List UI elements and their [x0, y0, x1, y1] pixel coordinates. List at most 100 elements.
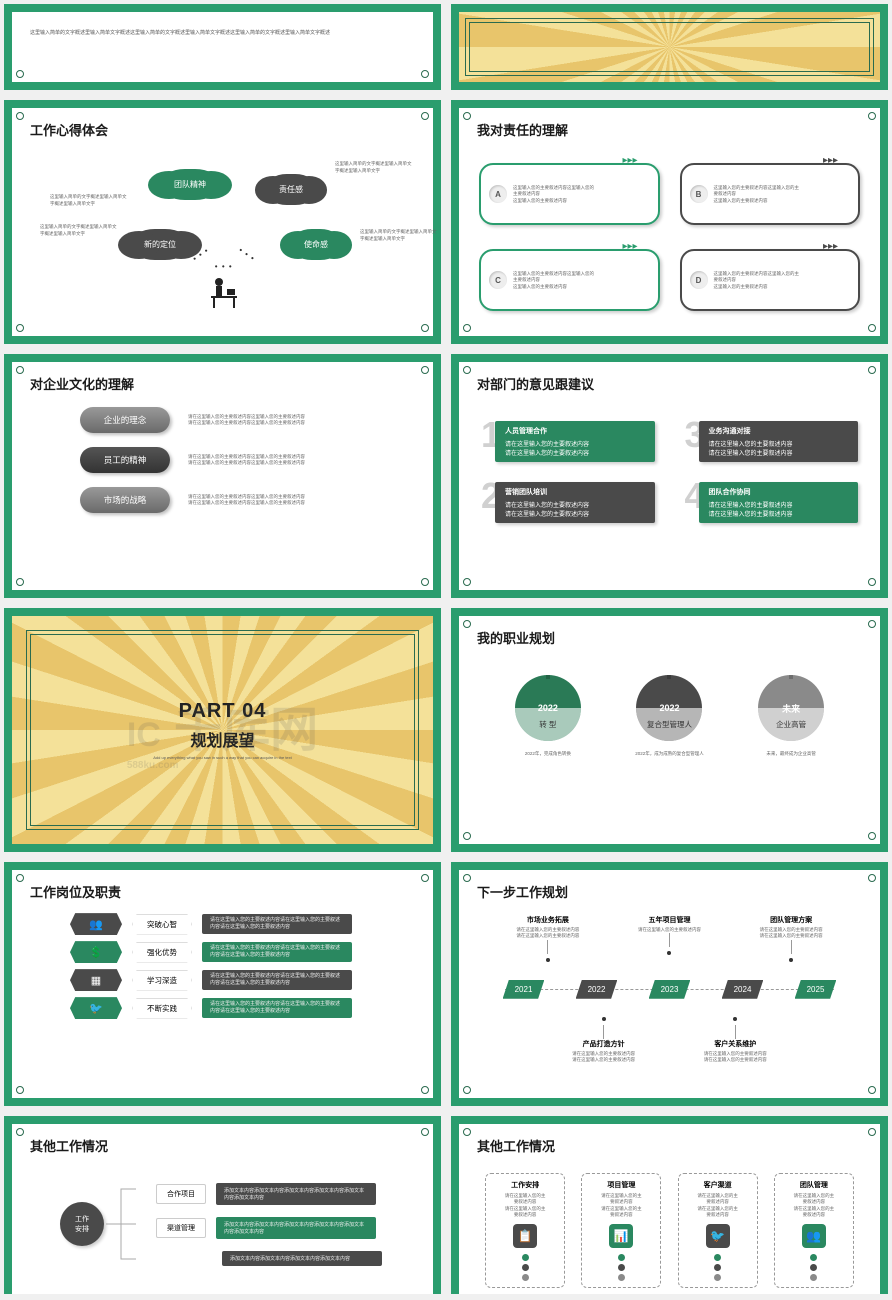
- badge-desc: 请在这里输入您的主要叙述内容请在这里输入您的主要叙述内容请在这里输入您的主要叙述…: [202, 914, 352, 934]
- badge-row: 👥突破心智请在这里输入您的主要叙述内容请在这里输入您的主要叙述内容请在这里输入您…: [70, 913, 415, 935]
- pill-desc: 请在这里输入您的主要叙述内容这里输入您的主要叙述内容请在这里输入您的主要叙述内容…: [188, 454, 368, 467]
- year-tag: 2024: [722, 980, 764, 999]
- speech-text: 这里输入您的主要叙述内容这里输入您的主要叙述内容这里输入您的主要叙述内容: [513, 185, 594, 204]
- speech-tail-icon: ▸▸▸: [622, 155, 637, 166]
- slide-1-right: [451, 4, 888, 90]
- badge-icon: 🐦: [70, 997, 122, 1019]
- cloud-desc: 这里输入简单的文字概述里输入简单文字概述里输入简单文字: [360, 229, 440, 242]
- col-icon: 👥: [802, 1224, 826, 1248]
- circle-desc: 2022年，完成角色转换: [498, 751, 598, 757]
- speech-text: 这里输入您的主要叙述内容这里输入您的主要叙述内容这里输入您的主要叙述内容: [714, 185, 800, 204]
- slide-9: 工作岗位及职责 👥突破心智请在这里输入您的主要叙述内容请在这里输入您的主要叙述内…: [4, 862, 441, 1106]
- slide11-title: 其他工作情况: [30, 1136, 415, 1155]
- circle-item: 未来企业高管未来，最终成为企业高管: [741, 675, 841, 757]
- tree-branch: 添加文本内容添加文本内容添加文本内容添加文本内容: [156, 1251, 382, 1266]
- num-block: 团队合作协同请在这里输入您的主要叙述内容请在这里输入您的主要叙述内容: [699, 482, 858, 523]
- pill: 市场的战略: [80, 487, 170, 513]
- num-item: 2营销团队培训请在这里输入您的主要叙述内容请在这里输入您的主要叙述内容: [481, 482, 655, 523]
- slide8-title: 我的职业规划: [477, 628, 862, 647]
- year-tag: 2022: [576, 980, 618, 999]
- slide-1-left: 这里输入简单的文字概述里输入简单文字概述这里输入简单的文字概述里输入简单文字概述…: [4, 4, 441, 90]
- column-card: 工作安排请在这里输入您的主要叙述内容请在这里输入您的主要叙述内容 📋: [485, 1173, 565, 1288]
- num-item: 3业务沟通对接请在这里输入您的主要叙述内容请在这里输入您的主要叙述内容: [685, 421, 859, 462]
- speech-letter: A: [489, 185, 507, 203]
- col-title: 客户渠道: [683, 1180, 753, 1190]
- speech-item: B▸▸▸这里输入您的主要叙述内容这里输入您的主要叙述内容这里输入您的主要叙述内容: [680, 163, 861, 225]
- thought-cloud: 团队精神: [160, 169, 220, 200]
- person-desk-icon: [203, 274, 243, 309]
- badge-icon: 💲: [70, 941, 122, 963]
- thought-cloud: 新的定位: [130, 229, 190, 260]
- cloud-desc: 这里输入简单的文字概述里输入简单文字概述里输入简单文字: [50, 194, 130, 207]
- badge-desc: 请在这里输入您的主要叙述内容请在这里输入您的主要叙述内容请在这里输入您的主要叙述…: [202, 998, 352, 1018]
- num-block: 人员管理合作请在这里输入您的主要叙述内容请在这里输入您的主要叙述内容: [495, 421, 654, 462]
- slide-10: 下一步工作规划 市场业务拓展请在这里输入您的主要叙述内容请在这里输入您的主要叙述…: [451, 862, 888, 1106]
- dot-chain: [779, 1254, 849, 1281]
- badge-label: 强化优势: [132, 942, 192, 963]
- slide5-title: 对企业文化的理解: [30, 374, 415, 393]
- dot-chain: [586, 1254, 656, 1281]
- tree-label: 合作项目: [156, 1184, 206, 1204]
- speech-text: 这里输入您的主要叙述内容这里输入您的主要叙述内容这里输入您的主要叙述内容: [513, 271, 594, 290]
- col-desc: 请在这里输入您的主要叙述内容请在这里输入您的主要叙述内容: [683, 1193, 753, 1218]
- cloud-desc: 这里输入简单的文字概述里输入简单文字概述里输入简单文字: [335, 161, 415, 174]
- dot-chain: [683, 1254, 753, 1281]
- col-title: 团队管理: [779, 1180, 849, 1190]
- slide9-title: 工作岗位及职责: [30, 882, 415, 901]
- circle-badge: 2022复合型管理人: [636, 675, 702, 741]
- tree-branch: 合作项目添加文本内容添加文本内容添加文本内容添加文本内容添加文本内容添加文本内容: [156, 1183, 382, 1205]
- thought-cloud: 使命感: [290, 229, 342, 260]
- speech-item: A▸▸▸这里输入您的主要叙述内容这里输入您的主要叙述内容这里输入您的主要叙述内容: [479, 163, 660, 225]
- pill: 企业的理念: [80, 407, 170, 433]
- badge-row: 🐦 不断实践请在这里输入您的主要叙述内容请在这里输入您的主要叙述内容请在这里输入您…: [70, 997, 415, 1019]
- speech-letter: D: [690, 271, 708, 289]
- year-tag: 2021: [503, 980, 545, 999]
- tree-desc: 添加文本内容添加文本内容添加文本内容添加文本内容: [222, 1251, 382, 1266]
- part-sub: Add up everything what you saw in such a…: [153, 755, 292, 760]
- circle-desc: 2022年，成为成熟的复合型管理人: [619, 751, 719, 757]
- badge-label: 学习深造: [132, 970, 192, 991]
- circle-item: 2022复合型管理人 2022年，成为成熟的复合型管理人: [619, 675, 719, 757]
- pill-desc: 请在这里输入您的主要叙述内容这里输入您的主要叙述内容请在这里输入您的主要叙述内容…: [188, 414, 368, 427]
- tree-root: 工作 安排: [60, 1202, 104, 1246]
- circle-desc: 未来，最终成为企业高管: [741, 751, 841, 757]
- timeline-top-label: 市场业务拓展请在这里输入您的主要叙述内容请在这里输入您的主要叙述内容: [503, 915, 593, 966]
- slide10-title: 下一步工作规划: [477, 882, 862, 901]
- cloud-desc: 这里输入简单的文字概述里输入简单文字概述里输入简单文字: [40, 224, 120, 237]
- speech-letter: B: [690, 185, 708, 203]
- col-title: 项目管理: [586, 1180, 656, 1190]
- speech-letter: C: [489, 271, 507, 289]
- speech-tail-icon: ▸▸▸: [823, 155, 838, 166]
- slide-3: 工作心得体会 • • • • • • • • • 团队精神这里输入简单的文字概述…: [4, 100, 441, 344]
- num-item: 4团队合作协同请在这里输入您的主要叙述内容请在这里输入您的主要叙述内容: [685, 482, 859, 523]
- speech-tail-icon: ▸▸▸: [823, 241, 838, 252]
- slide-12: 其他工作情况 工作安排请在这里输入您的主要叙述内容请在这里输入您的主要叙述内容 📋…: [451, 1116, 888, 1294]
- badge-desc: 请在这里输入您的主要叙述内容请在这里输入您的主要叙述内容请在这里输入您的主要叙述…: [202, 970, 352, 990]
- tree-label: 渠道管理: [156, 1218, 206, 1238]
- col-icon: 🐦: [706, 1224, 730, 1248]
- badge-icon: 👥: [70, 913, 122, 935]
- pill-row: 员工的精神 请在这里输入您的主要叙述内容这里输入您的主要叙述内容请在这里输入您的主…: [80, 447, 415, 473]
- column-card: 团队管理请在这里输入您的主要叙述内容请在这里输入您的主要叙述内容 👥: [774, 1173, 854, 1288]
- year-tag: 2025: [795, 980, 837, 999]
- slide-4: 我对责任的理解 A▸▸▸这里输入您的主要叙述内容这里输入您的主要叙述内容这里输入…: [451, 100, 888, 344]
- badge-desc: 请在这里输入您的主要叙述内容请在这里输入您的主要叙述内容请在这里输入您的主要叙述…: [202, 942, 352, 962]
- circle-item: 2022转 型2022年，完成角色转换: [498, 675, 598, 757]
- slide12-title: 其他工作情况: [477, 1136, 862, 1155]
- num-item: 1人员管理合作请在这里输入您的主要叙述内容请在这里输入您的主要叙述内容: [481, 421, 655, 462]
- col-desc: 请在这里输入您的主要叙述内容请在这里输入您的主要叙述内容: [490, 1193, 560, 1218]
- col-icon: 📋: [513, 1224, 537, 1248]
- pill-row: 企业的理念 请在这里输入您的主要叙述内容这里输入您的主要叙述内容请在这里输入您的主…: [80, 407, 415, 433]
- circle-badge: 未来企业高管: [758, 675, 824, 741]
- slide-7-part: PART 04 规划展望 Add up everything what you …: [4, 608, 441, 852]
- thought-cloud: 责任感: [265, 174, 317, 205]
- part-title: 规划展望: [190, 727, 254, 751]
- speech-item: D▸▸▸这里输入您的主要叙述内容这里输入您的主要叙述内容这里输入您的主要叙述内容: [680, 249, 861, 311]
- col-icon: 📊: [609, 1224, 633, 1248]
- col-title: 工作安排: [490, 1180, 560, 1190]
- pill: 员工的精神: [80, 447, 170, 473]
- tree-desc: 添加文本内容添加文本内容添加文本内容添加文本内容添加文本内容添加文本内容: [216, 1183, 376, 1205]
- col-desc: 请在这里输入您的主要叙述内容请在这里输入您的主要叙述内容: [779, 1193, 849, 1218]
- badge-label: 不断实践: [132, 998, 192, 1019]
- slide-11: 其他工作情况 工作 安排 合作项目添加文本内容添加文本内容添加文本内容添加文本内…: [4, 1116, 441, 1294]
